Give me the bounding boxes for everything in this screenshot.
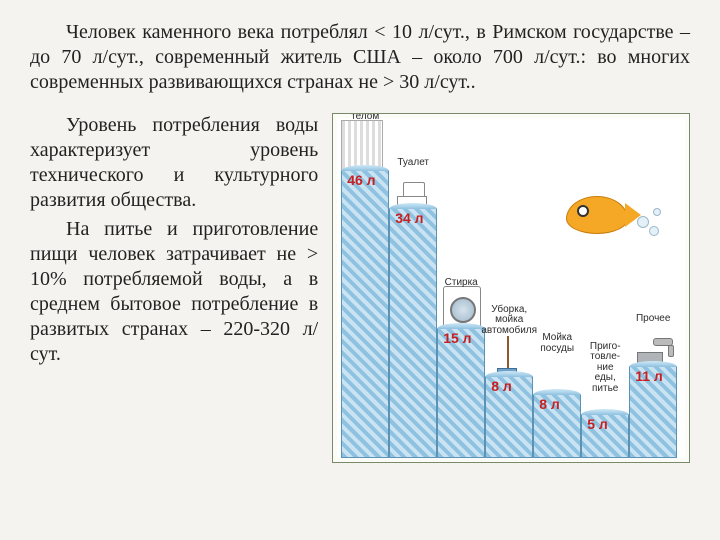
side-text: Уровень потребления воды характеризует у… — [30, 113, 318, 463]
side-paragraph-1: Уровень потребления воды характеризует у… — [30, 113, 318, 213]
bar-label: Приго-товле-ниееды,питье — [577, 342, 633, 395]
bar-value: 8 л — [539, 396, 560, 412]
bar-toilet — [389, 208, 437, 458]
bar-label: Уборка,мойкаавтомобиля — [481, 305, 537, 337]
bubble-icon — [649, 226, 659, 236]
bar-laundry — [437, 328, 485, 458]
fish-icon — [566, 196, 628, 234]
bar-value: 11 л — [635, 368, 663, 384]
bar-value: 34 л — [395, 210, 423, 226]
bar-value: 46 л — [347, 172, 375, 188]
shower-icon — [341, 120, 383, 170]
side-paragraph-2: На питье и приготовление пищи человек за… — [30, 217, 318, 367]
bar-shower — [341, 170, 389, 458]
bar-label: Душ, ваннаи уход за телом — [337, 113, 393, 122]
tap-icon — [653, 338, 673, 346]
intro-paragraph: Человек каменного века потреблял < 10 л/… — [30, 20, 690, 95]
bar-value: 8 л — [491, 378, 512, 394]
bar-label: Туалет — [385, 158, 441, 169]
bar-label: Стирка — [433, 278, 489, 289]
bar-value: 5 л — [587, 416, 608, 432]
bubble-icon — [653, 208, 661, 216]
water-usage-infographic: 46 л Душ, ваннаи уход за телом 34 л Туалет 1… — [332, 113, 690, 463]
bar-value: 15 л — [443, 330, 471, 346]
chart-area: 46 лДуш, ваннаи уход за телом34 лТуалет1… — [337, 118, 685, 458]
washing-machine-icon — [443, 286, 481, 328]
bubble-icon — [637, 216, 649, 228]
bar-label: Прочее — [625, 314, 681, 325]
